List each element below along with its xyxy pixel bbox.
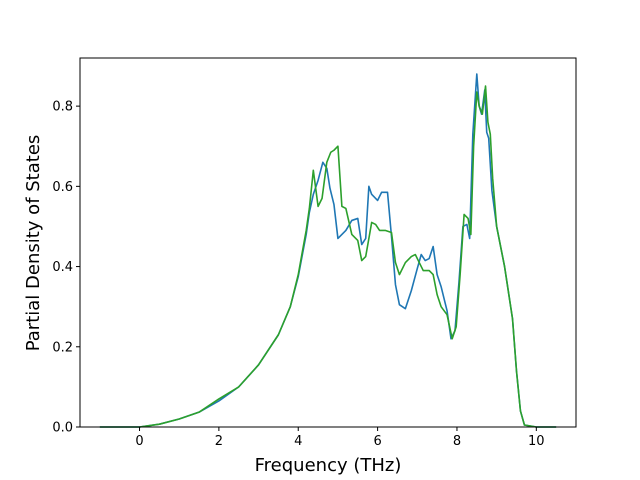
y-tick-label: 0.8	[52, 100, 73, 115]
x-tick-label: 0	[135, 434, 143, 449]
x-tick-label: 6	[373, 434, 381, 449]
y-tick-label: 0.0	[52, 421, 73, 436]
x-tick-label: 10	[528, 434, 545, 449]
x-tick-label: 8	[453, 434, 461, 449]
series-layer	[99, 73, 557, 428]
y-axis-label: Partial Density of States	[23, 135, 44, 352]
series-line-2	[99, 85, 557, 428]
plot-frame	[79, 57, 577, 428]
series-line-1	[99, 73, 557, 428]
y-tick-label: 0.6	[52, 180, 73, 195]
y-tick-label: 0.4	[52, 260, 73, 275]
x-tick-label: 4	[294, 434, 302, 449]
x-tick-label: 2	[215, 434, 223, 449]
y-tick-label: 0.2	[52, 340, 73, 355]
x-axis-label: Frequency (THz)	[255, 455, 402, 476]
axes-layer: 0 2 4 6 8 10 0.0 0.2 0.4 0.6 0.8	[52, 57, 577, 449]
